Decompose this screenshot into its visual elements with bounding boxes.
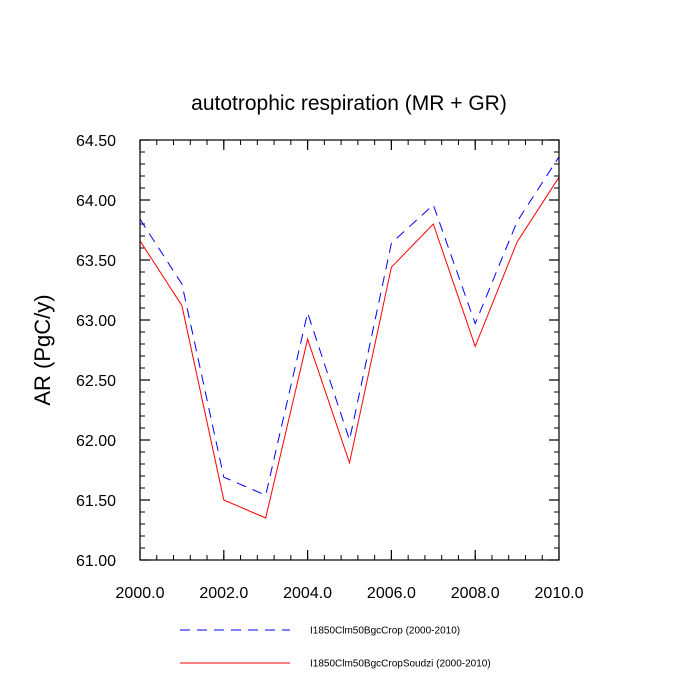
- y-tick-label: 62.00: [76, 433, 116, 450]
- plot-frame: [139, 139, 560, 561]
- series-lines: [139, 156, 560, 519]
- series-line-1: [139, 156, 560, 496]
- y-tick-label: 61.00: [76, 553, 116, 570]
- x-tick-label: 2000.0: [116, 585, 165, 602]
- y-tick-label: 63.50: [76, 253, 116, 270]
- x-tick-label: 2008.0: [451, 585, 500, 602]
- x-tick-label: 2006.0: [367, 585, 416, 602]
- y-tick-label: 64.00: [76, 193, 116, 210]
- legend: I1850Clm50BgcCrop (2000-2010) I1850Clm50B…: [180, 626, 491, 670]
- axis-tick-labels: 2000.0 2002.0 2004.0 2006.0 2008.0 2010.0 61.0…: [76, 133, 584, 602]
- legend-label-2: I1850Clm50BgcCropSoudzi (2000-2010): [310, 659, 491, 670]
- axis-ticks: [139, 139, 560, 561]
- x-tick-label: 2010.0: [535, 585, 584, 602]
- y-axis-label: AR (PgC/y): [30, 294, 55, 405]
- legend-label-1: I1850Clm50BgcCrop (2000-2010): [310, 626, 460, 637]
- y-tick-label: 61.50: [76, 493, 116, 510]
- chart-title: autotrophic respiration (MR + GR): [191, 92, 507, 115]
- y-tick-label: 63.00: [76, 313, 116, 330]
- y-tick-label: 64.50: [76, 133, 116, 150]
- series-line-2: [139, 176, 560, 519]
- x-tick-label: 2002.0: [199, 585, 248, 602]
- x-tick-label: 2004.0: [283, 585, 332, 602]
- y-tick-label: 62.50: [76, 373, 116, 390]
